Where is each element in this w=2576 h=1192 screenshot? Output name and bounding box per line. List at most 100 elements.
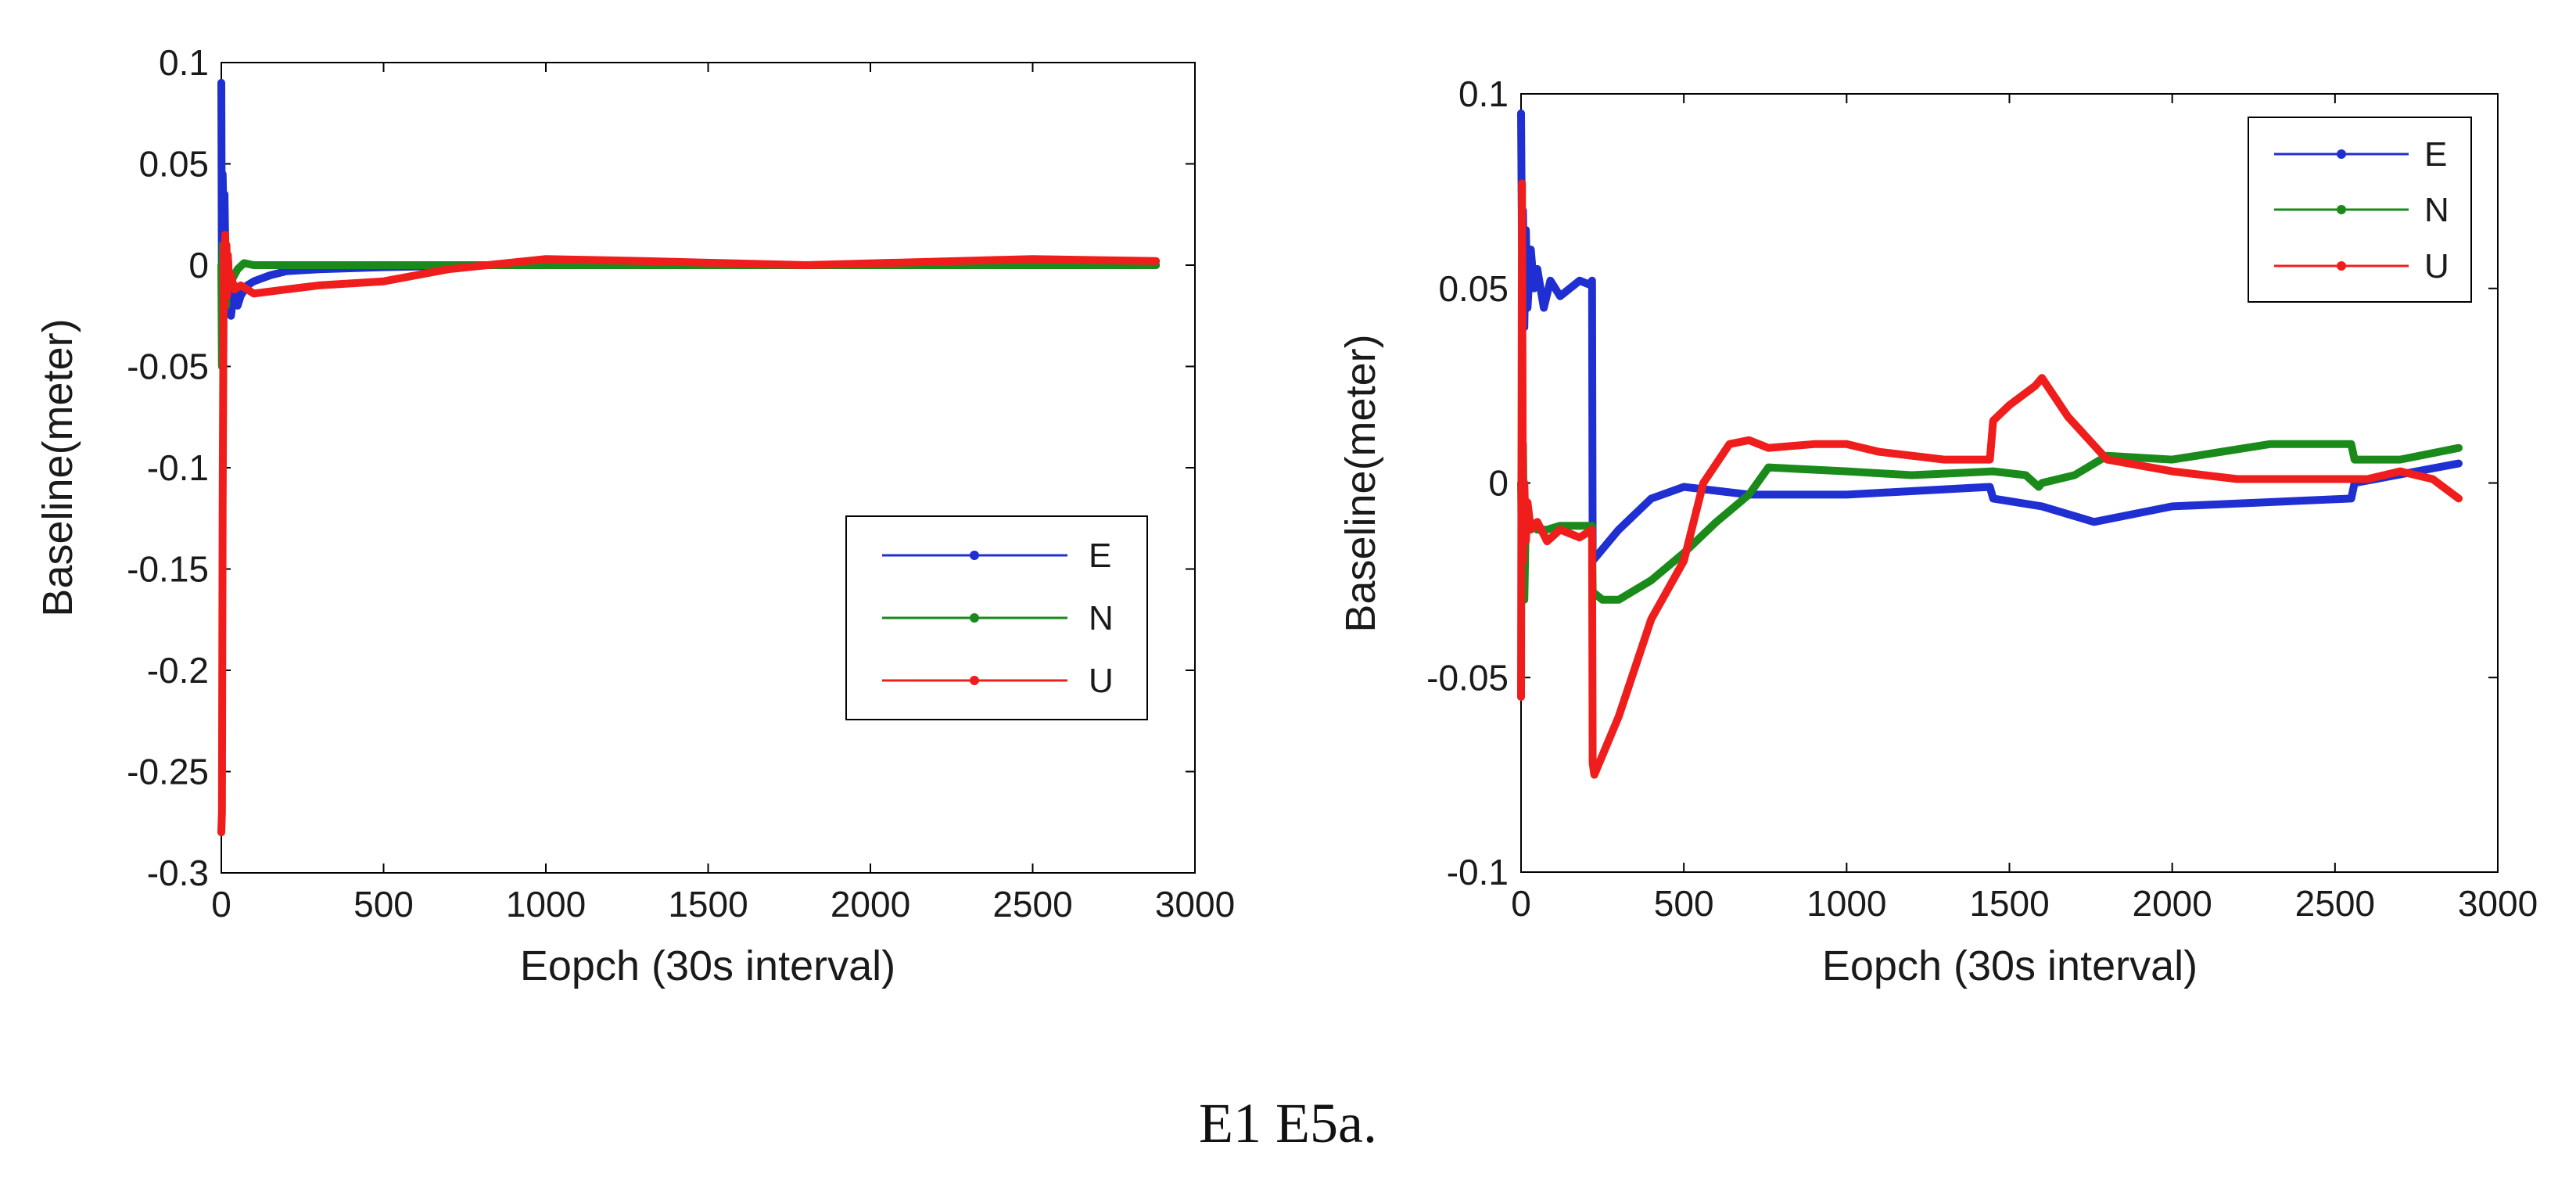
data-point-e: [1648, 495, 1655, 502]
data-point-n: [283, 262, 289, 268]
data-point-u: [237, 282, 244, 289]
data-point-u: [221, 302, 228, 309]
y-tick-label: -0.2: [147, 650, 209, 691]
legend: E N U: [845, 515, 1148, 720]
data-point-u: [2397, 468, 2404, 475]
chart-left: 0 500 1000 1500 2000 2500 3000 -0.3 -0.25 -0.2 -0.…: [34, 42, 1235, 989]
data-point-e: [2090, 519, 2097, 526]
data-point-n: [241, 260, 248, 267]
legend-marker-u: [970, 676, 979, 685]
data-point-n: [1029, 262, 1036, 268]
data-point-u: [1986, 456, 1993, 463]
data-point-n: [267, 262, 274, 268]
y-tick-label: -0.1: [1447, 852, 1509, 892]
data-point-n: [1745, 491, 1753, 498]
data-point-u: [1557, 526, 1563, 533]
data-point-u: [228, 272, 235, 278]
data-point-u: [2039, 375, 2046, 382]
data-point-n: [234, 266, 241, 273]
x-axis-label: Eopch (30s interval): [1822, 942, 2197, 989]
data-point-u: [1521, 479, 1528, 486]
tick-labels: 0 500 1000 1500 2000 2500 3000 -0.1 -0.05 0 0.05 0.…: [1426, 74, 2538, 924]
x-tick-label: 500: [1654, 883, 1714, 924]
data-point-n: [2351, 456, 2358, 463]
data-point-e: [250, 278, 257, 285]
data-point-u: [218, 829, 224, 836]
data-point-n: [250, 262, 257, 268]
legend-marker-n: [970, 613, 979, 623]
data-point-e: [1530, 285, 1537, 292]
data-point-e: [1541, 304, 1548, 311]
data-point-u: [223, 242, 230, 249]
data-point-u: [1589, 759, 1596, 767]
data-point-n: [2169, 456, 2176, 463]
data-point-n: [543, 262, 549, 268]
data-point-u: [1534, 519, 1541, 526]
data-point-u: [2233, 476, 2241, 483]
y-tick-label: 0.1: [159, 42, 209, 83]
data-point-u: [1941, 456, 1948, 463]
data-point-e: [2039, 503, 2046, 510]
data-point-n: [2397, 456, 2404, 463]
data-point-n: [2456, 444, 2462, 451]
data-point-n: [1989, 468, 1997, 475]
legend-marker-e: [970, 551, 979, 560]
data-point-e: [1576, 277, 1583, 284]
x-tick-label: 1500: [1969, 883, 2049, 924]
x-tick-label: 1000: [1806, 883, 1886, 924]
data-point-u: [1153, 257, 1160, 264]
data-point-u: [1681, 558, 1688, 564]
x-tick-label: 2500: [2295, 883, 2375, 924]
data-point-u: [1765, 444, 1772, 451]
data-point-e: [1588, 277, 1595, 284]
legend-label-e: E: [2424, 135, 2447, 174]
data-point-u: [1576, 534, 1583, 541]
legend-label-n: N: [2424, 191, 2449, 229]
data-point-e: [221, 191, 228, 198]
data-point-n: [1576, 522, 1583, 530]
data-point-u: [315, 282, 322, 289]
legend-marker-n: [2337, 205, 2346, 214]
data-point-e: [237, 292, 244, 299]
data-point-e: [219, 171, 226, 178]
x-tick-label: 1000: [506, 884, 586, 925]
legend-marker-e: [2337, 149, 2346, 159]
data-point-n: [2266, 440, 2273, 447]
data-point-u: [445, 266, 452, 273]
y-tick-label: -0.05: [1426, 657, 1509, 698]
data-point-u: [2299, 476, 2306, 483]
data-point-u: [2065, 413, 2072, 420]
data-point-e: [1615, 526, 1622, 533]
data-point-u: [220, 363, 227, 370]
legend: E N U: [2248, 117, 2472, 303]
chart-right: 0 500 1000 1500 2000 2500 3000 -0.1 -0.05 0 0.05 0.…: [1337, 74, 2538, 989]
data-point-u: [2006, 402, 2013, 408]
data-point-e: [267, 272, 274, 278]
data-point-u: [1519, 558, 1527, 564]
data-point-u: [1843, 440, 1850, 447]
data-point-n: [1599, 596, 1606, 603]
data-point-u: [802, 262, 809, 268]
data-point-u: [250, 290, 257, 297]
legend-label-u: U: [2424, 247, 2449, 285]
x-tick-label: 500: [353, 884, 414, 925]
data-point-u: [219, 504, 226, 512]
plot-area: [221, 62, 1196, 874]
series-group: [1517, 109, 2463, 779]
data-point-u: [226, 282, 233, 289]
y-tick-label: 0: [1488, 463, 1509, 504]
y-tick-label: -0.3: [147, 853, 209, 893]
x-tick-label: 3000: [1155, 884, 1235, 925]
data-point-u: [1648, 616, 1655, 623]
data-point-u: [640, 257, 647, 264]
data-point-u: [1518, 694, 1524, 701]
data-point-e: [1527, 246, 1534, 253]
legend-label-u: U: [1089, 662, 1114, 700]
legend-marker-u: [2337, 261, 2346, 271]
data-point-n: [2022, 472, 2029, 479]
data-point-e: [2169, 503, 2176, 510]
data-point-e: [1986, 483, 1993, 490]
data-point-u: [1876, 448, 1882, 455]
data-point-e: [228, 312, 235, 319]
data-point-u: [1591, 771, 1598, 778]
